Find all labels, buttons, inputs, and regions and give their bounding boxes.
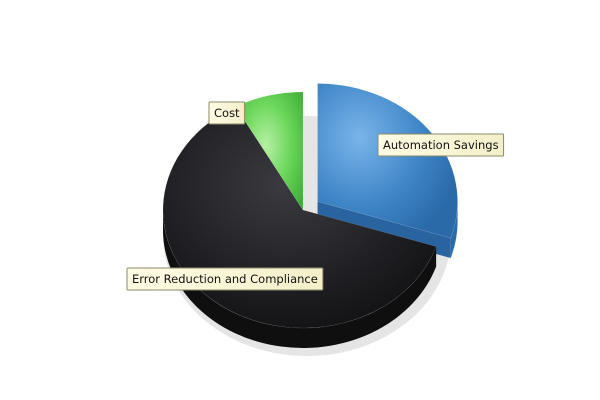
pie-slice-side — [163, 210, 437, 349]
slice-label-box: Automation Savings — [377, 133, 505, 157]
slice-label-box: Error Reduction and Compliance — [126, 267, 324, 291]
slice-label: Error Reduction and Compliance — [132, 272, 318, 286]
pie-slice — [317, 83, 458, 239]
slice-label: Cost — [214, 106, 240, 120]
slice-label-box: Cost — [208, 101, 246, 125]
slice-label: Automation Savings — [383, 138, 499, 152]
pie-slice-side — [450, 201, 458, 258]
